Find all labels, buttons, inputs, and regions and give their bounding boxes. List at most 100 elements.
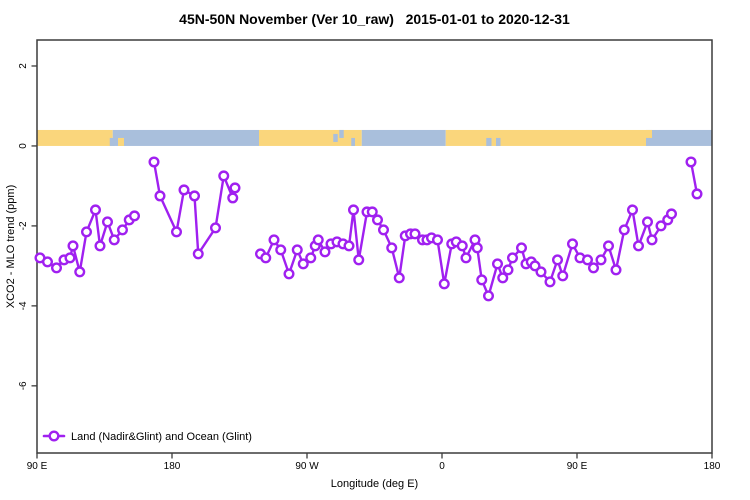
data-point (627, 204, 639, 216)
data-point (516, 242, 528, 254)
chart-title: 45N-50N November (Ver 10_raw) 2015-01-01… (179, 11, 570, 27)
data-point (492, 258, 504, 270)
data-point (642, 216, 654, 228)
x-tick-label: 90 E (27, 461, 48, 472)
data-point (74, 266, 86, 278)
data-point (94, 240, 106, 252)
data-point (476, 274, 488, 286)
data-point (655, 220, 667, 232)
map-band-detail-land (118, 137, 124, 146)
map-band-segment-land (37, 129, 113, 146)
data-point (666, 208, 678, 220)
data-point (312, 234, 324, 246)
data-point (366, 206, 378, 218)
data-point (483, 290, 495, 302)
data-point (229, 182, 241, 194)
map-band-detail-ocean (486, 137, 492, 146)
data-point (291, 244, 303, 256)
data-point (567, 238, 579, 250)
data-point (432, 234, 444, 246)
data-point (595, 254, 607, 266)
data-point (348, 204, 360, 216)
axes: 90 E 180 90 W 0 90 E 180 2 0 -2 -4 -6 (18, 39, 721, 472)
data-point (101, 216, 113, 228)
data-point (218, 170, 230, 182)
legend-marker-sample (48, 430, 60, 442)
data-point (319, 246, 331, 258)
plot-frame (36, 39, 713, 454)
data-series (34, 156, 703, 302)
y-tick-label: -4 (18, 301, 29, 310)
legend: Land (Nadir&Glint) and Ocean (Glint) (42, 430, 252, 443)
data-point (108, 234, 120, 246)
data-point (456, 240, 468, 252)
data-line-segment (152, 160, 237, 256)
data-point (507, 252, 519, 264)
data-point (646, 234, 658, 246)
data-point (89, 204, 101, 216)
data-point (283, 268, 295, 280)
data-point (42, 256, 54, 268)
data-point (378, 224, 390, 236)
data-point (116, 224, 128, 236)
data-point (148, 156, 160, 168)
map-band-segment-ocean (646, 129, 712, 146)
data-point (409, 228, 421, 240)
data-point (588, 262, 600, 274)
data-point (552, 254, 564, 266)
x-axis-label: Longitude (deg E) (331, 478, 418, 490)
data-point (275, 244, 287, 256)
data-point (343, 240, 355, 252)
data-point (51, 262, 63, 274)
data-point (471, 242, 483, 254)
data-point (260, 252, 272, 264)
x-tick-label: 0 (439, 461, 445, 472)
map-band (37, 129, 712, 146)
x-tick-label: 90 E (567, 461, 588, 472)
map-band-detail-ocean (333, 133, 338, 142)
data-point (438, 278, 450, 290)
data-line-segment (38, 208, 136, 274)
data-point (691, 188, 703, 200)
data-point (582, 254, 594, 266)
y-axis-label: XCO2 - MLO trend (ppm) (5, 185, 17, 308)
x-tick-label: 90 W (295, 461, 319, 472)
data-point (633, 240, 645, 252)
data-point (460, 252, 472, 264)
data-point (67, 240, 79, 252)
x-tick-label: 180 (164, 461, 181, 472)
data-point (557, 270, 569, 282)
legend-label: Land (Nadir&Glint) and Ocean (Glint) (71, 431, 252, 443)
data-point (305, 252, 317, 264)
data-point (297, 258, 309, 270)
data-point (497, 272, 509, 284)
y-tick-label: 0 (18, 143, 29, 149)
data-point (170, 226, 182, 238)
y-tick-label: -6 (18, 381, 29, 390)
data-point (192, 248, 204, 260)
data-point (188, 190, 200, 202)
y-tick-label: 2 (18, 63, 29, 69)
data-point (128, 210, 140, 222)
y-tick-label: -2 (18, 221, 29, 230)
data-point (227, 192, 239, 204)
map-band-segment-land (445, 129, 646, 146)
data-point (603, 240, 615, 252)
map-band-detail-land (646, 129, 652, 138)
map-band-segment-ocean (361, 129, 446, 146)
data-point (544, 276, 556, 288)
map-band-detail-ocean (496, 137, 501, 146)
map-band-segment-land (259, 129, 362, 146)
data-point (618, 224, 630, 236)
map-band-detail-ocean (351, 137, 355, 146)
data-point (535, 266, 547, 278)
data-point (502, 264, 514, 276)
data-point (178, 184, 190, 196)
data-point (80, 226, 92, 238)
data-point (64, 252, 76, 264)
map-band-detail-ocean (339, 129, 344, 138)
map-band-detail-ocean (109, 137, 115, 146)
data-point (372, 214, 384, 226)
